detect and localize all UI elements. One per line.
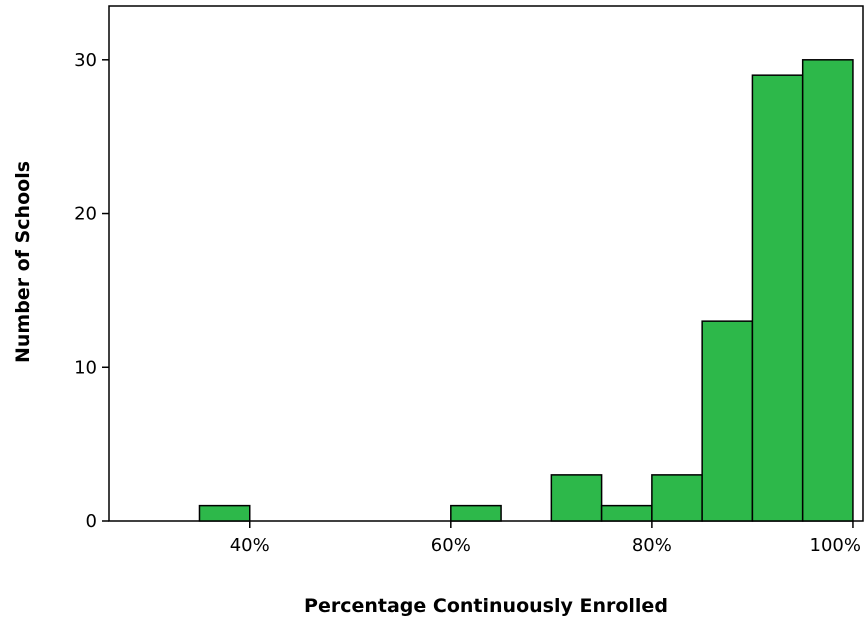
- y-axis-title: Number of Schools: [12, 161, 34, 363]
- x-axis: 40% 60% 80% 100%: [230, 521, 861, 556]
- histogram-bar: [550, 474, 603, 522]
- bars-group: [198, 59, 854, 522]
- histogram-bar: [751, 74, 804, 522]
- y-tick-label: 20: [74, 204, 97, 225]
- histogram-bar: [801, 59, 854, 522]
- x-tick-label: 60%: [431, 535, 471, 556]
- x-axis-title: Percentage Continuously Enrolled: [304, 595, 668, 617]
- y-tick-label: 30: [74, 50, 97, 71]
- histogram-bar: [701, 320, 754, 522]
- x-tick-label: 40%: [230, 535, 270, 556]
- y-axis: 0 10 20 30: [74, 50, 109, 532]
- y-tick-label: 10: [74, 357, 97, 378]
- histogram-bar: [651, 474, 703, 522]
- x-tick-label: 100%: [810, 535, 861, 556]
- histogram-bar: [600, 504, 653, 522]
- y-tick-label: 0: [86, 511, 97, 532]
- x-tick-label: 80%: [632, 535, 672, 556]
- histogram-bar: [450, 504, 502, 522]
- histogram-bar: [198, 504, 251, 522]
